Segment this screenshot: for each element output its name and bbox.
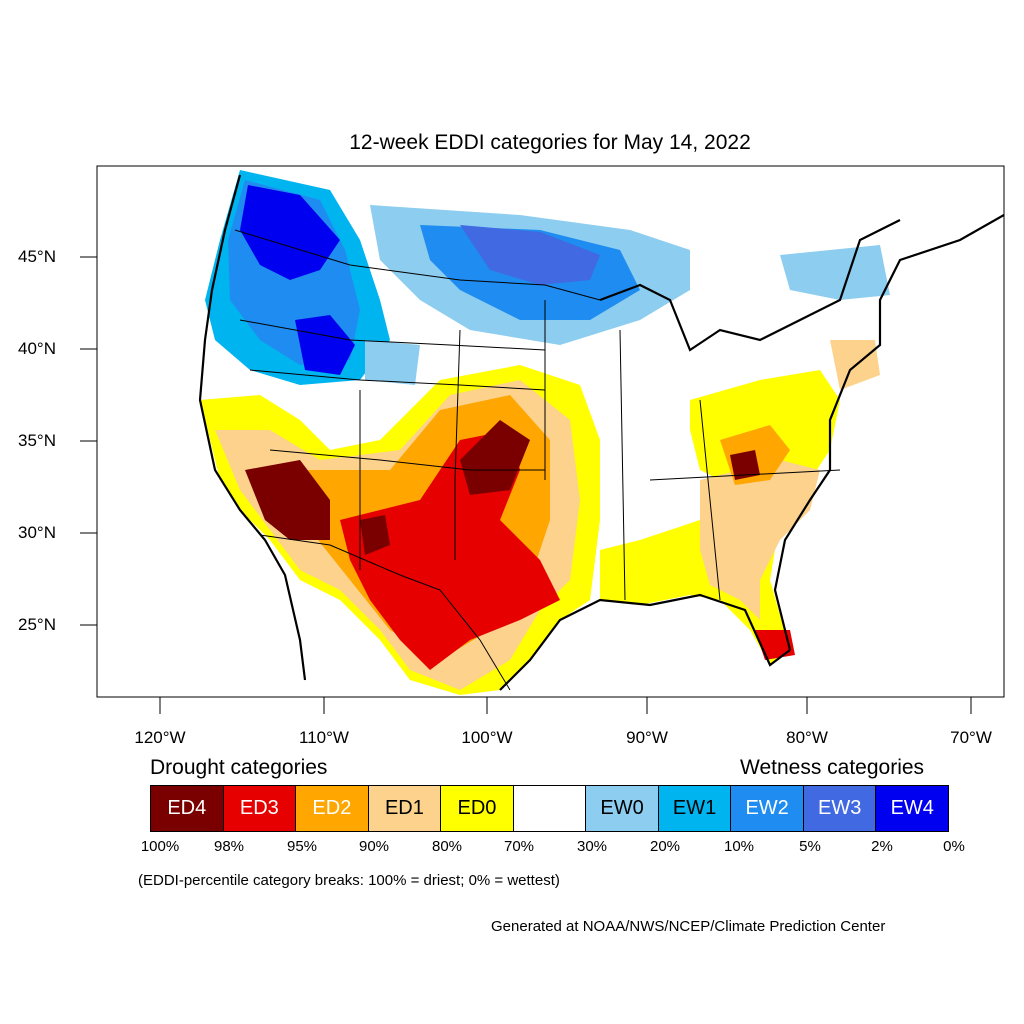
state-line-4	[454, 329, 461, 560]
legend-ed3: ED3	[223, 786, 297, 831]
pct-label: 80%	[431, 838, 463, 855]
state-line-9	[649, 469, 841, 481]
legend-ew1: EW1	[658, 786, 732, 831]
pct-label: 30%	[576, 838, 608, 855]
dry-ed1-southeast	[700, 460, 820, 620]
wet-ew0-colorado	[365, 340, 420, 385]
map-frame	[96, 165, 1005, 698]
credit-line: Generated at NOAA/NWS/NCEP/Climate Predi…	[491, 918, 886, 935]
pct-label: 70%	[503, 838, 535, 855]
lon-label-120: 120°W	[134, 728, 186, 747]
pct-label: 0%	[943, 838, 965, 855]
pct-label: 20%	[649, 838, 681, 855]
state-line-7	[619, 329, 626, 601]
state-line-8	[699, 399, 721, 601]
legend-ed4: ED4	[151, 786, 224, 831]
lat-label-25: 25°N	[18, 615, 56, 634]
wet-ew3-dakotas	[460, 225, 600, 285]
pct-label: 5%	[799, 838, 821, 855]
state-line-2	[249, 369, 546, 391]
lon-label-110: 110°W	[299, 728, 349, 747]
lat-label-35: 35°N	[18, 431, 56, 450]
legend-ew3: EW3	[803, 786, 877, 831]
lon-label-100: 100°W	[461, 728, 513, 747]
state-line-1	[239, 319, 546, 351]
lon-label-90: 90°W	[626, 728, 668, 747]
pct-label: 90%	[358, 838, 390, 855]
west-coastline	[198, 174, 307, 681]
wetness-heading: Wetness categories	[740, 756, 925, 779]
lat-label-30: 30°N	[18, 523, 56, 542]
lat-label-40: 40°N	[18, 339, 56, 358]
legend-ed0: ED0	[441, 786, 514, 831]
category-note: (EDDI-percentile category breaks: 100% =…	[138, 872, 560, 889]
legend-ed1: ED1	[368, 786, 442, 831]
pct-label: 95%	[286, 838, 318, 855]
drought-heading: Drought categories	[150, 756, 328, 779]
us-mexico-border	[259, 534, 511, 691]
state-line-3	[269, 449, 545, 471]
wet-ew4-northwest	[240, 185, 340, 280]
dry-ed4-southwest	[245, 460, 330, 540]
us-canada-border	[234, 229, 601, 301]
map-title: 12-week EDDI categories for May 14, 2022	[349, 131, 751, 154]
dry-ed4-appalachia	[730, 450, 760, 480]
dry-ed4-new-mexico	[360, 515, 390, 555]
gulf-coastline	[499, 593, 791, 691]
pct-label: 10%	[723, 838, 755, 855]
legend-ew0: EW0	[586, 786, 659, 831]
lat-label-45: 45°N	[18, 247, 56, 266]
pct-label: 2%	[871, 838, 893, 855]
dry-ed4-southern-plains	[460, 420, 530, 495]
wet-ew0-new-england	[780, 245, 890, 300]
wet-ew4-idaho	[295, 315, 355, 375]
lon-label-70: 70°W	[950, 728, 992, 747]
pct-label: 98%	[213, 838, 245, 855]
legend-neutral	[513, 786, 587, 831]
legend-ew2: EW2	[731, 786, 804, 831]
lon-label-80: 80°W	[786, 728, 828, 747]
legend-ed2: ED2	[296, 786, 369, 831]
great-lakes-shoreline	[599, 219, 901, 352]
category-legend: ED4 ED3 ED2 ED1 ED0 EW0 EW1 EW2 EW3 EW4	[150, 785, 949, 832]
legend-ew4: EW4	[876, 786, 949, 831]
atlantic-coastline	[773, 214, 1004, 651]
pct-label: 100%	[140, 838, 180, 855]
